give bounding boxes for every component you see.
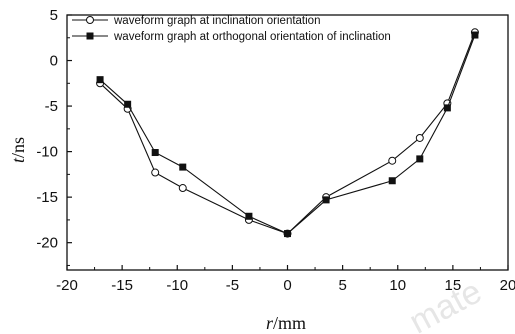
y-tick-label: -5 (45, 98, 58, 115)
data-point (96, 76, 104, 84)
series-1 (96, 28, 479, 238)
legend-label: waveform graph at inclination orientatio… (113, 15, 320, 27)
data-point (284, 230, 291, 238)
data-point (416, 155, 424, 163)
legend-item-2: waveform graph at orthogonal orientation… (72, 31, 391, 43)
y-tick-label: -15 (36, 189, 58, 206)
data-point (179, 163, 187, 171)
legend: waveform graph at inclination orientatio… (72, 15, 391, 43)
x-axis-title: r/mm (266, 313, 306, 333)
data-point (178, 184, 187, 193)
y-axis-title: t/ns (8, 137, 28, 163)
data-point (415, 133, 424, 142)
y-tick-label: -10 (36, 144, 58, 161)
x-tick-label: -10 (166, 277, 188, 294)
x-tick-label: 0 (283, 277, 291, 294)
data-point (124, 100, 132, 108)
data-point (322, 196, 330, 204)
x-tick-label: -20 (56, 277, 78, 294)
legend-marker (86, 16, 94, 24)
data-point (151, 168, 160, 177)
x-tick-label: 10 (389, 277, 406, 294)
data-point (151, 149, 159, 157)
data-point (388, 177, 396, 185)
series-layer (96, 28, 479, 238)
tick-labels: -20 -15 -10 -5 0 5 10 15 20 5 0 -5 -10 -15 -20 (36, 7, 515, 294)
x-tick-label: -15 (111, 277, 133, 294)
y-tick-label: 5 (50, 7, 58, 24)
legend-item-1: waveform graph at inclination orientatio… (72, 15, 320, 27)
series-line (99, 32, 476, 235)
data-point (471, 31, 479, 39)
y-tick-label: -20 (36, 235, 58, 252)
axis-ticks (66, 14, 509, 270)
x-tick-label: 5 (338, 277, 346, 294)
data-point (443, 104, 451, 112)
legend-marker (86, 32, 94, 40)
legend-label: waveform graph at orthogonal orientation… (113, 31, 391, 43)
x-tick-label: -5 (226, 277, 239, 294)
y-tick-label: 0 (50, 53, 58, 70)
x-tick-label: 15 (445, 277, 462, 294)
x-tick-label: 20 (500, 277, 515, 294)
data-point (245, 212, 253, 220)
series-2 (96, 31, 479, 238)
data-point (388, 156, 397, 165)
